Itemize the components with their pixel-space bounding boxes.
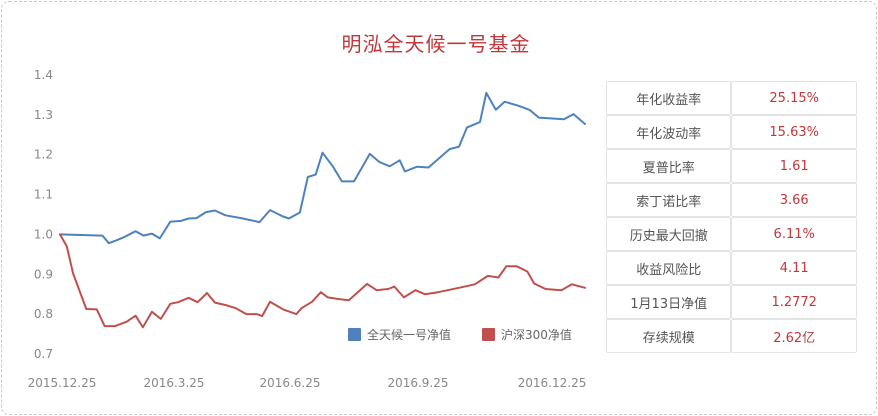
stat-value: 25.15%	[731, 81, 857, 115]
y-tick-label: 1.1	[34, 188, 53, 202]
stat-value: 4.11	[731, 251, 857, 285]
stat-label: 年化波动率	[606, 115, 732, 149]
stats-row: 历史最大回撤 6.11%	[606, 217, 857, 251]
stat-value: 3.66	[731, 183, 857, 217]
stat-label: 夏普比率	[606, 149, 732, 183]
legend-swatch	[482, 328, 495, 341]
y-tick-label: 1.4	[34, 68, 53, 82]
stat-label: 存续规模	[606, 319, 732, 353]
y-tick-label: 1.3	[34, 108, 53, 122]
stats-row: 索丁诺比率 3.66	[606, 183, 857, 217]
stat-label: 年化收益率	[606, 81, 732, 115]
y-tick-label: 0.8	[34, 307, 53, 321]
legend-label: 全天候一号净值	[367, 327, 451, 342]
y-tick-label: 1.2	[34, 148, 53, 162]
stats-row: 1月13日净值 1.2772	[606, 285, 857, 319]
y-tick-label: 0.7	[34, 347, 53, 361]
stats-row: 存续规模 2.62亿	[606, 319, 857, 353]
stat-label: 历史最大回撤	[606, 217, 732, 251]
stats-row: 年化波动率 15.63%	[606, 115, 857, 149]
stats-row: 夏普比率 1.61	[606, 149, 857, 183]
stat-value: 1.2772	[731, 285, 857, 319]
series-group	[59, 91, 586, 329]
y-tick-label: 1.0	[34, 227, 53, 241]
stat-value: 1.61	[731, 149, 857, 183]
series-line-2	[59, 233, 586, 329]
x-tick-label: 2016.9.25	[387, 376, 448, 390]
series-line-1	[59, 91, 586, 245]
stats-row: 年化收益率 25.15%	[606, 81, 857, 115]
stat-value: 2.62亿	[731, 319, 857, 353]
legend: 全天候一号净值 沪深300净值	[348, 327, 572, 342]
x-tick-label: 2015.12.25	[28, 376, 97, 390]
stat-value: 6.11%	[731, 217, 857, 251]
legend-swatch	[348, 328, 361, 341]
stat-value: 15.63%	[731, 115, 857, 149]
stats-row: 收益风险比 4.11	[606, 251, 857, 285]
x-tick-label: 2016.12.25	[518, 376, 587, 390]
x-axis: 2015.12.25 2016.3.25 2016.6.25 2016.9.25 201…	[28, 376, 587, 390]
stat-label: 1月13日净值	[606, 285, 732, 319]
stat-label: 索丁诺比率	[606, 183, 732, 217]
x-tick-label: 2016.6.25	[259, 376, 320, 390]
y-axis: 1.4 1.3 1.2 1.1 1.0 0.9 0.8 0.7	[34, 68, 53, 361]
x-tick-label: 2016.3.25	[143, 376, 204, 390]
stats-table: 年化收益率 25.15% 年化波动率 15.63% 夏普比率 1.61 索丁诺比率 3.…	[606, 81, 857, 353]
legend-label: 沪深300净值	[501, 327, 572, 342]
stat-label: 收益风险比	[606, 251, 732, 285]
chart-title: 明泓全天候一号基金	[341, 32, 531, 56]
y-tick-label: 0.9	[34, 267, 53, 281]
